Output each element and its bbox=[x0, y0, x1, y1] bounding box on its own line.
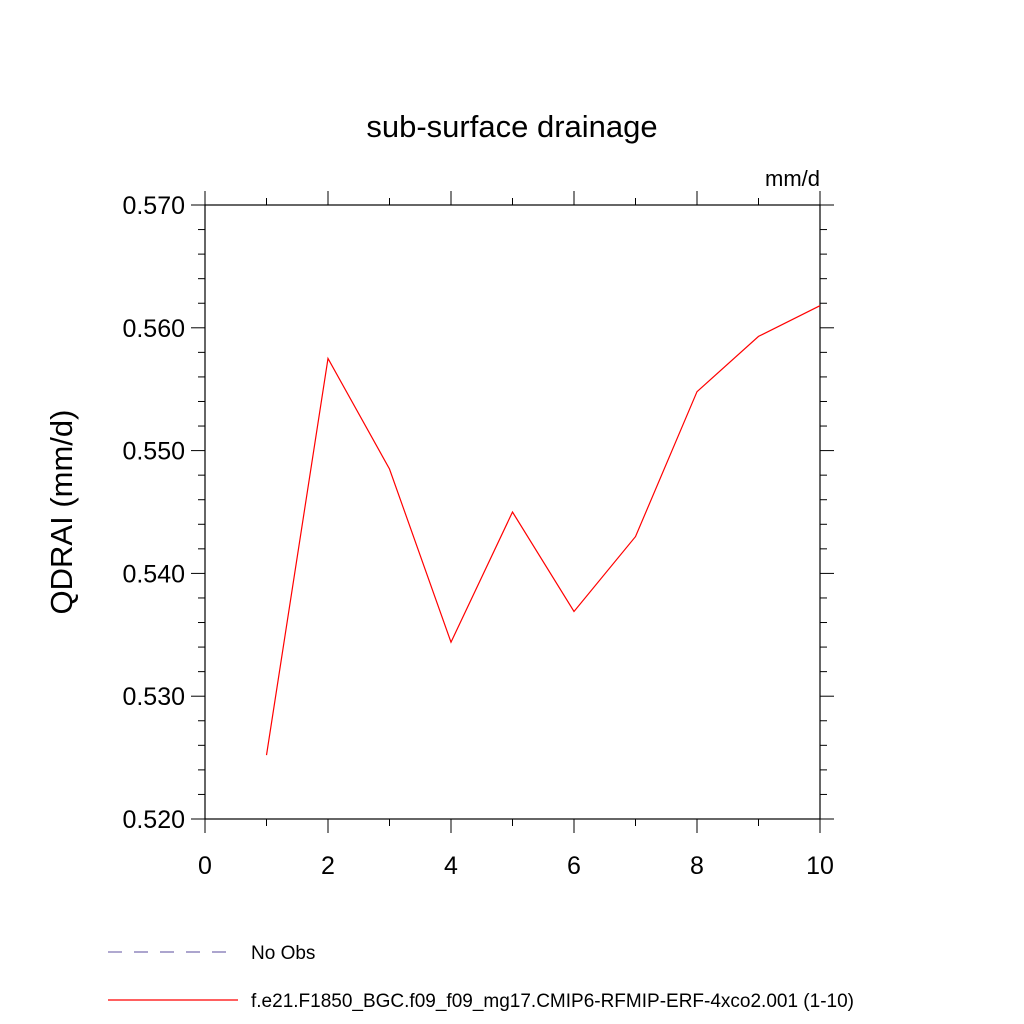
axis-ticks bbox=[191, 191, 834, 833]
legend: No Obs f.e21.F1850_BGC.f09_f09_mg17.CMIP6… bbox=[108, 943, 854, 1012]
series-line bbox=[265, 305, 821, 756]
x-tick-label: 4 bbox=[444, 852, 458, 880]
y-axis-label: QDRAI (mm/d) bbox=[44, 410, 79, 615]
x-tick-label: 2 bbox=[321, 852, 335, 880]
x-tick-label: 6 bbox=[567, 852, 581, 880]
units-label: mm/d bbox=[765, 166, 820, 191]
x-tick-label: 0 bbox=[198, 852, 212, 880]
y-tick-label: 0.560 bbox=[122, 315, 185, 343]
y-tick-label: 0.570 bbox=[122, 192, 185, 220]
axis-tick-labels: 0 2 4 6 8 10 0.520 0.530 0.540 0.550 0.560 0.570 bbox=[122, 192, 833, 880]
legend-label: No Obs bbox=[251, 943, 315, 964]
plot-frame bbox=[204, 204, 821, 820]
x-tick-label: 8 bbox=[690, 852, 704, 880]
series-layer bbox=[265, 305, 821, 756]
legend-label: f.e21.F1850_BGC.f09_f09_mg17.CMIP6-RFMIP… bbox=[251, 991, 854, 1012]
chart-title: sub-surface drainage bbox=[366, 109, 657, 144]
x-tick-label: 10 bbox=[806, 852, 834, 880]
y-tick-label: 0.540 bbox=[122, 560, 185, 588]
y-tick-label: 0.530 bbox=[122, 683, 185, 711]
y-tick-label: 0.520 bbox=[122, 806, 185, 834]
y-tick-label: 0.550 bbox=[122, 438, 185, 466]
